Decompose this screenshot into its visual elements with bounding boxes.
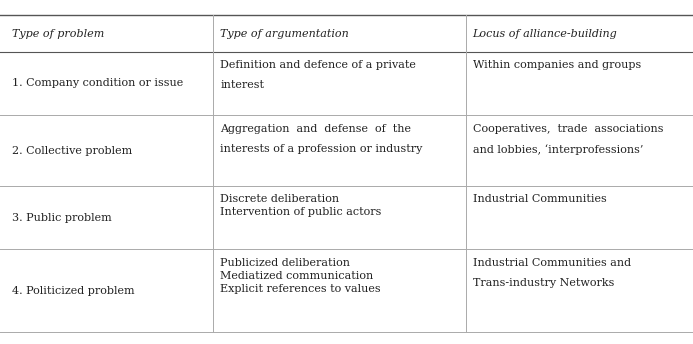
Text: Definition and defence of a private: Definition and defence of a private xyxy=(220,60,416,70)
Text: interest: interest xyxy=(220,80,264,90)
Text: Trans-industry Networks: Trans-industry Networks xyxy=(473,278,614,288)
Text: Publicized deliberation: Publicized deliberation xyxy=(220,258,351,268)
Text: 4. Politicized problem: 4. Politicized problem xyxy=(12,286,135,296)
Text: Industrial Communities and: Industrial Communities and xyxy=(473,258,631,268)
Text: Cooperatives,  trade  associations: Cooperatives, trade associations xyxy=(473,124,663,134)
Text: Type of problem: Type of problem xyxy=(12,29,105,39)
Text: 2. Collective problem: 2. Collective problem xyxy=(12,146,133,155)
Text: Locus of alliance-building: Locus of alliance-building xyxy=(473,29,617,39)
Text: Aggregation  and  defense  of  the: Aggregation and defense of the xyxy=(220,124,412,134)
Text: and lobbies, ‘interprofessions’: and lobbies, ‘interprofessions’ xyxy=(473,144,643,155)
Text: Type of argumentation: Type of argumentation xyxy=(220,29,349,39)
Text: interests of a profession or industry: interests of a profession or industry xyxy=(220,144,423,154)
Text: 1. Company condition or issue: 1. Company condition or issue xyxy=(12,78,184,88)
Text: Discrete deliberation: Discrete deliberation xyxy=(220,194,340,204)
Text: Industrial Communities: Industrial Communities xyxy=(473,194,606,204)
Text: Within companies and groups: Within companies and groups xyxy=(473,60,641,70)
Text: Intervention of public actors: Intervention of public actors xyxy=(220,207,382,217)
Text: 3. Public problem: 3. Public problem xyxy=(12,213,112,223)
Text: Mediatized communication: Mediatized communication xyxy=(220,271,374,281)
Text: Explicit references to values: Explicit references to values xyxy=(220,284,381,294)
